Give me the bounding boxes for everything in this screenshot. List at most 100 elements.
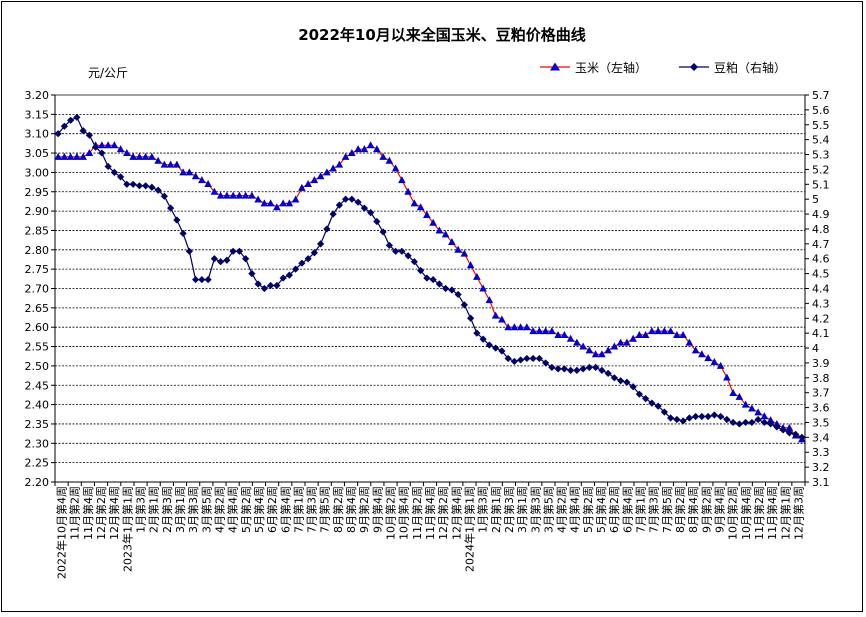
soymeal-point bbox=[54, 130, 62, 138]
x-tick-label: 7月第5周 bbox=[660, 486, 674, 533]
right-tick-label: 5.5 bbox=[812, 119, 830, 132]
corn-point bbox=[473, 272, 481, 280]
corn-point bbox=[54, 152, 62, 160]
x-tick-label: 1月第3周 bbox=[476, 486, 490, 533]
left-tick-label: 2.65 bbox=[25, 302, 50, 315]
left-tick-label: 3.10 bbox=[25, 128, 50, 141]
soymeal-point bbox=[685, 414, 693, 422]
soymeal-point bbox=[654, 402, 662, 410]
soymeal-point bbox=[173, 216, 181, 224]
soymeal-point bbox=[217, 258, 225, 266]
soymeal-point bbox=[448, 286, 456, 294]
corn-point bbox=[191, 172, 200, 180]
corn-point bbox=[373, 145, 381, 153]
soymeal-point bbox=[735, 420, 743, 428]
right-tick-label: 5.6 bbox=[812, 104, 830, 117]
unit-label: 元/公斤 bbox=[88, 66, 128, 80]
corn-point bbox=[116, 145, 125, 153]
corn-point bbox=[391, 164, 400, 172]
corn-point bbox=[166, 160, 175, 168]
soymeal-point bbox=[235, 247, 243, 255]
soymeal-point bbox=[279, 274, 287, 282]
soymeal-point bbox=[504, 354, 512, 363]
corn-point bbox=[685, 338, 694, 346]
soymeal-point bbox=[460, 301, 468, 309]
corn-point bbox=[60, 152, 69, 160]
corn-point bbox=[85, 149, 94, 157]
soymeal-point bbox=[592, 363, 600, 371]
corn-point bbox=[66, 152, 75, 160]
soymeal-point bbox=[529, 354, 537, 363]
corn-point bbox=[404, 187, 412, 195]
right-tick-label: 4.9 bbox=[812, 208, 830, 221]
corn-point bbox=[335, 160, 344, 168]
corn-point bbox=[535, 327, 544, 335]
x-tick-label: 2023年1月第1周 bbox=[120, 486, 134, 572]
soymeal-point bbox=[335, 201, 343, 209]
soymeal-point bbox=[748, 418, 756, 427]
soymeal-point bbox=[298, 259, 306, 267]
corn-point bbox=[110, 141, 119, 149]
soymeal-point bbox=[60, 122, 68, 130]
corn-point bbox=[660, 327, 669, 335]
right-tick-label: 5.1 bbox=[812, 178, 830, 191]
corn-point bbox=[341, 152, 350, 160]
soymeal-point bbox=[373, 217, 381, 226]
x-axis: 2022年10月第4周 11月第2周 11月第4周 12月第2周 12月第4周 2023年… bbox=[54, 482, 806, 579]
soymeal-point bbox=[317, 240, 325, 248]
x-tick-label: 12月第4周 bbox=[449, 486, 463, 540]
corn-point bbox=[698, 350, 706, 358]
x-tick-label: 2月第1周 bbox=[147, 486, 161, 533]
soymeal-point bbox=[767, 420, 775, 428]
soymeal-point bbox=[498, 347, 506, 355]
left-tick-label: 2.75 bbox=[25, 263, 50, 276]
soymeal-point bbox=[379, 228, 387, 236]
soymeal-point bbox=[642, 395, 650, 403]
corn-line bbox=[58, 144, 803, 440]
corn-point bbox=[441, 230, 450, 238]
corn-point bbox=[129, 152, 137, 160]
soymeal-point bbox=[660, 408, 668, 416]
soymeal-point bbox=[360, 204, 368, 212]
right-tick-label: 4.5 bbox=[812, 268, 830, 281]
soymeal-point bbox=[754, 415, 762, 424]
corn-point bbox=[304, 180, 312, 188]
soymeal-point bbox=[354, 198, 362, 206]
soymeal-point bbox=[792, 430, 800, 438]
soymeal-point bbox=[667, 414, 675, 422]
corn-point bbox=[448, 238, 456, 246]
right-tick-label: 5.3 bbox=[812, 149, 830, 162]
x-tick-label: 3月第1周 bbox=[515, 486, 529, 533]
left-tick-label: 3.05 bbox=[25, 147, 50, 160]
soymeal-point bbox=[67, 116, 75, 124]
x-tick-label: 8月第2周 bbox=[331, 486, 345, 533]
corn-point bbox=[141, 152, 150, 160]
soymeal-point bbox=[323, 225, 331, 233]
soymeal-point bbox=[760, 418, 768, 427]
left-tick-label: 2.50 bbox=[25, 360, 50, 373]
x-tick-label: 7月第5周 bbox=[318, 486, 332, 533]
soymeal-point bbox=[410, 258, 418, 266]
x-tick-label: 12月第2周 bbox=[436, 486, 450, 540]
soymeal-point bbox=[223, 256, 231, 264]
right-tick-label: 4.2 bbox=[812, 312, 830, 325]
corn-point bbox=[135, 152, 144, 160]
soymeal-point bbox=[260, 284, 268, 293]
right-tick-label: 4.4 bbox=[812, 283, 830, 296]
soymeal-point bbox=[579, 365, 587, 373]
corn-point bbox=[598, 350, 606, 358]
chart-title: 2022年10月以来全国玉米、豆粕价格曲线 bbox=[298, 26, 586, 44]
soymeal-point bbox=[798, 433, 806, 441]
soymeal-point bbox=[73, 113, 81, 121]
soymeal-point bbox=[648, 399, 656, 407]
left-tick-label: 2.80 bbox=[25, 244, 50, 257]
soymeal-point bbox=[435, 280, 443, 288]
soymeal-point bbox=[485, 341, 493, 349]
x-tick-label: 9月第4周 bbox=[712, 486, 726, 533]
soymeal-point bbox=[135, 182, 143, 190]
left-tick-label: 2.45 bbox=[25, 379, 50, 392]
corn-point bbox=[641, 330, 650, 338]
soymeal-point bbox=[610, 374, 618, 382]
right-tick-label: 5.7 bbox=[812, 89, 830, 102]
soymeal-point bbox=[548, 363, 556, 371]
